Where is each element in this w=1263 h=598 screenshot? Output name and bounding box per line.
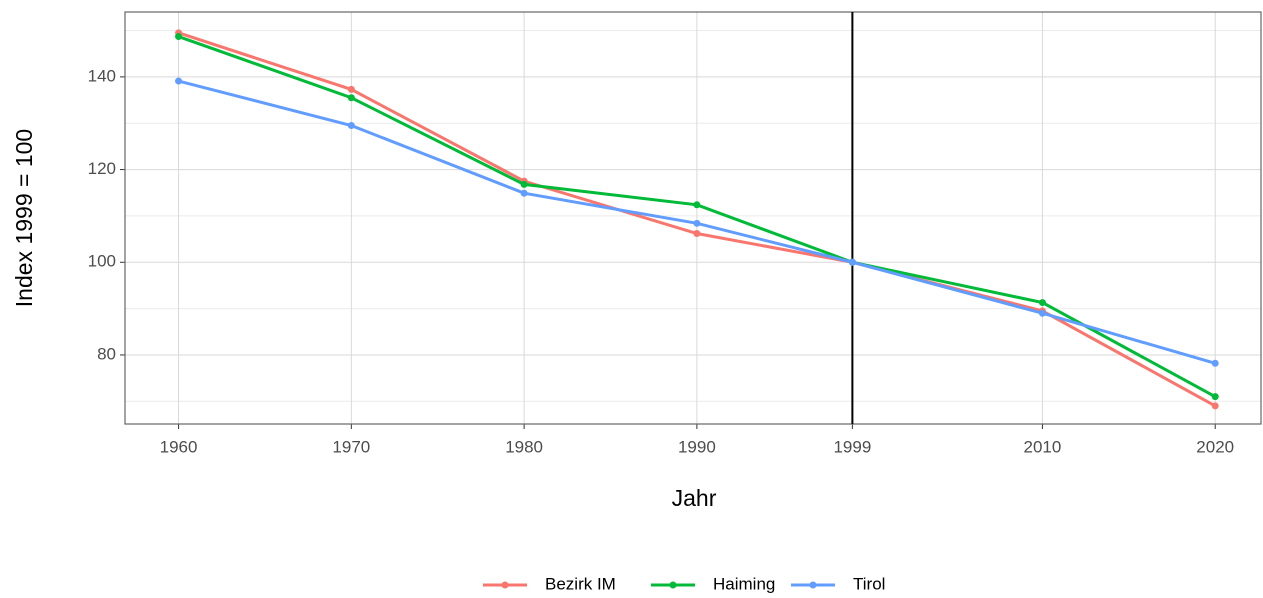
x-tick-label: 2010 [1024,437,1062,456]
point [520,189,528,197]
legend-point [501,581,509,589]
x-axis-title: Jahr [672,485,717,511]
legend-label: Bezirk IM [545,574,616,593]
y-tick-label: 140 [88,66,116,85]
point [175,33,183,41]
point [693,219,701,227]
legend-label: Haiming [713,574,775,593]
x-tick-label: 2020 [1196,437,1234,456]
point [1211,402,1219,410]
point [1038,309,1046,317]
x-tick-label: 1970 [332,437,370,456]
point [1211,359,1219,367]
legend-label: Tirol [853,574,885,593]
point [848,258,856,266]
x-tick-label: 1960 [160,437,198,456]
point [347,122,355,130]
point [175,77,183,85]
y-tick-label: 120 [88,159,116,178]
point [693,201,701,209]
x-tick-label: 1990 [678,437,716,456]
point [1038,299,1046,307]
point [1211,393,1219,401]
point [347,94,355,102]
point [347,85,355,93]
legend-point [669,581,677,589]
point [693,230,701,238]
y-axis-title: Index 1999 = 100 [11,129,37,307]
x-tick-label: 1999 [833,437,871,456]
point [520,180,528,188]
panel-border [124,11,1262,425]
y-tick-label: 100 [88,252,116,271]
x-tick-label: 1980 [505,437,543,456]
y-tick-label: 80 [97,344,116,363]
legend-point [809,581,817,589]
